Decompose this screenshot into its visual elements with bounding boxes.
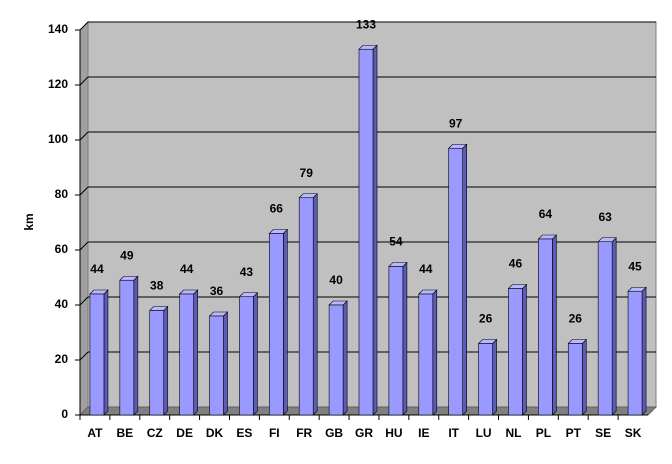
data-label: 133 [356,17,376,31]
data-label: 46 [509,257,523,271]
data-label: 79 [300,166,314,180]
y-tick-label: 80 [55,187,69,201]
x-tick-label: GR [355,426,373,440]
bar-side [462,143,467,416]
grid-line [79,186,89,196]
data-label: 40 [329,273,343,287]
grid-line [79,241,89,251]
bar [597,241,613,416]
bar-side [103,289,109,416]
x-tick-label: GB [325,426,343,440]
data-label: 26 [479,312,493,326]
grid-line [79,76,89,86]
grid-line [79,296,89,306]
bar [298,197,314,416]
bar [418,293,434,416]
grid-line [79,131,89,141]
bar-side [283,228,288,416]
data-label: 44 [419,262,433,276]
bar-side [163,305,169,416]
bar-side [552,234,557,416]
bar [239,296,254,416]
x-tick-label: BE [117,426,134,440]
bar-side [641,286,647,416]
grid-line [79,21,89,31]
data-label: 54 [389,235,403,249]
x-tick-label: AT [87,426,103,440]
bar [89,293,105,416]
bar [388,266,404,416]
bar [328,304,344,416]
x-tick-label: FI [269,426,280,440]
data-label: 26 [569,312,583,326]
bar [508,288,523,416]
y-tick-label: 60 [55,242,69,256]
bar-side [133,275,139,416]
data-label: 97 [449,116,463,130]
data-label: 63 [598,210,612,224]
data-label: 64 [539,207,553,221]
bar-side [402,261,408,416]
bar [119,279,135,416]
x-tick-label: SE [595,426,611,440]
y-tick-label: 40 [55,297,69,311]
y-tick-label: 120 [48,77,68,91]
bar-side [492,338,497,416]
x-tick-label: DK [206,426,224,440]
bar [149,310,165,416]
data-label: 49 [120,248,134,262]
bar-side [522,283,527,416]
bar [358,48,374,416]
x-tick-label: HU [385,426,402,440]
x-tick-label: CZ [147,426,163,440]
y-tick-label: 140 [48,22,68,36]
bar-side [432,289,438,416]
bar [567,343,583,416]
x-tick-label: ES [236,426,252,440]
x-tick-label: PT [566,426,582,440]
bar-side [372,44,378,416]
x-tick-label: DE [176,426,193,440]
data-label: 38 [150,279,164,293]
x-tick-label: NL [505,426,521,440]
bar-side [342,300,348,416]
grid-line [79,351,89,361]
data-label: 66 [270,202,284,216]
y-tick-label: 0 [61,407,68,421]
bar-side [581,338,587,416]
bar [478,343,493,416]
x-tick-label: PL [536,426,551,440]
y-tick-label: 100 [48,132,68,146]
bar [269,233,284,416]
x-tick-label: SK [625,426,642,440]
y-axis-label: km [22,213,36,230]
data-label: 45 [628,259,642,273]
bar-side [611,237,617,416]
bar-side [193,289,198,416]
bar-side [223,311,228,416]
data-label: 43 [240,265,254,279]
x-tick-label: LU [476,426,492,440]
bar [179,293,194,416]
bar [448,147,463,416]
x-tick-label: FR [296,426,312,440]
bar [627,290,643,416]
bar-side [312,193,318,416]
data-label: 36 [210,284,224,298]
y-tick-label: 20 [55,352,69,366]
data-label: 44 [180,262,194,276]
x-tick-label: IE [418,426,429,440]
x-tick-label: IT [448,426,459,440]
bar [538,238,553,416]
data-label: 44 [90,262,104,276]
bar-side [253,292,258,416]
bar [209,315,224,416]
